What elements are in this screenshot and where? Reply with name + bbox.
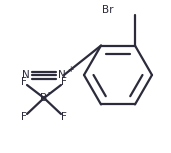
- Text: B: B: [40, 93, 48, 103]
- Text: -: -: [48, 88, 50, 97]
- Text: +: +: [67, 65, 73, 73]
- Text: F: F: [21, 77, 27, 87]
- Text: N: N: [58, 70, 66, 80]
- Text: N: N: [22, 70, 30, 80]
- Text: F: F: [61, 112, 67, 122]
- Text: F: F: [61, 77, 67, 87]
- Text: Br: Br: [102, 5, 114, 15]
- Text: F: F: [21, 112, 27, 122]
